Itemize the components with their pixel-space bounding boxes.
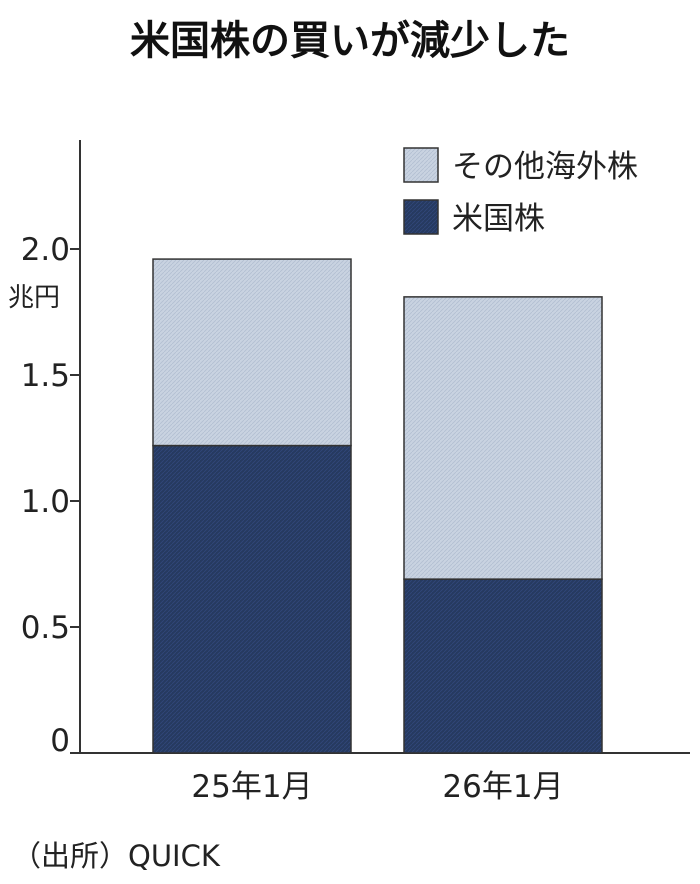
bar-segments bbox=[152, 258, 603, 754]
x-tick-label: 26年1月 bbox=[442, 769, 563, 805]
bar-segment bbox=[152, 444, 352, 754]
legend-swatch-us-stocks bbox=[403, 199, 439, 235]
legend-label-us-stocks: 米国株 bbox=[452, 201, 545, 237]
legend-label-other-foreign-stocks: その他海外株 bbox=[452, 149, 638, 185]
legend-item-other-foreign-stocks: その他海外株 bbox=[403, 147, 638, 185]
bar-segment bbox=[403, 296, 603, 580]
x-tick-labels: 25年1月 26年1月 bbox=[191, 769, 563, 805]
y-tick-label: 2.0 bbox=[21, 232, 70, 268]
x-tick-label: 25年1月 bbox=[191, 769, 312, 805]
y-tick-label: 1.5 bbox=[21, 358, 70, 394]
bar-segment bbox=[152, 258, 352, 447]
bar-segment bbox=[403, 578, 603, 754]
y-axis-unit-label: 兆円 bbox=[8, 283, 60, 313]
legend-item-us-stocks: 米国株 bbox=[403, 199, 545, 237]
y-tick-label: 0.5 bbox=[21, 610, 70, 646]
chart-title: 米国株の買いが減少した bbox=[130, 18, 570, 64]
y-tick-label: 1.0 bbox=[21, 484, 70, 520]
source-note: （出所）QUICK bbox=[12, 839, 221, 873]
legend: その他海外株 米国株 bbox=[403, 147, 638, 237]
y-tick-label: 0 bbox=[50, 723, 70, 759]
y-tick-labels: 0 0.5 1.0 1.5 2.0 bbox=[21, 232, 80, 759]
legend-swatch-other-foreign-stocks bbox=[403, 147, 439, 183]
